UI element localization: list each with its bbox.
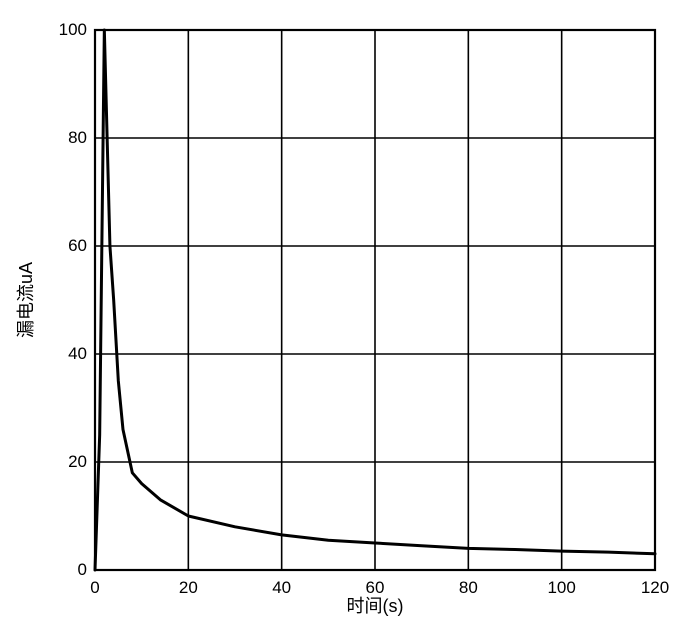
y-tick-label: 0: [78, 560, 87, 580]
y-tick-label: 40: [68, 344, 87, 364]
x-tick-label: 0: [90, 578, 99, 598]
y-tick-label: 80: [68, 128, 87, 148]
chart-container: 漏电流uA 时间(s) 020406080100120020406080100: [0, 0, 692, 640]
x-tick-label: 20: [179, 578, 198, 598]
y-axis-label: 漏电流uA: [12, 262, 38, 338]
chart-svg: [0, 0, 692, 640]
x-tick-label: 100: [547, 578, 575, 598]
x-tick-label: 120: [641, 578, 669, 598]
x-tick-label: 40: [272, 578, 291, 598]
y-tick-label: 60: [68, 236, 87, 256]
y-tick-label: 100: [59, 20, 87, 40]
x-tick-label: 60: [366, 578, 385, 598]
y-tick-label: 20: [68, 452, 87, 472]
x-tick-label: 80: [459, 578, 478, 598]
